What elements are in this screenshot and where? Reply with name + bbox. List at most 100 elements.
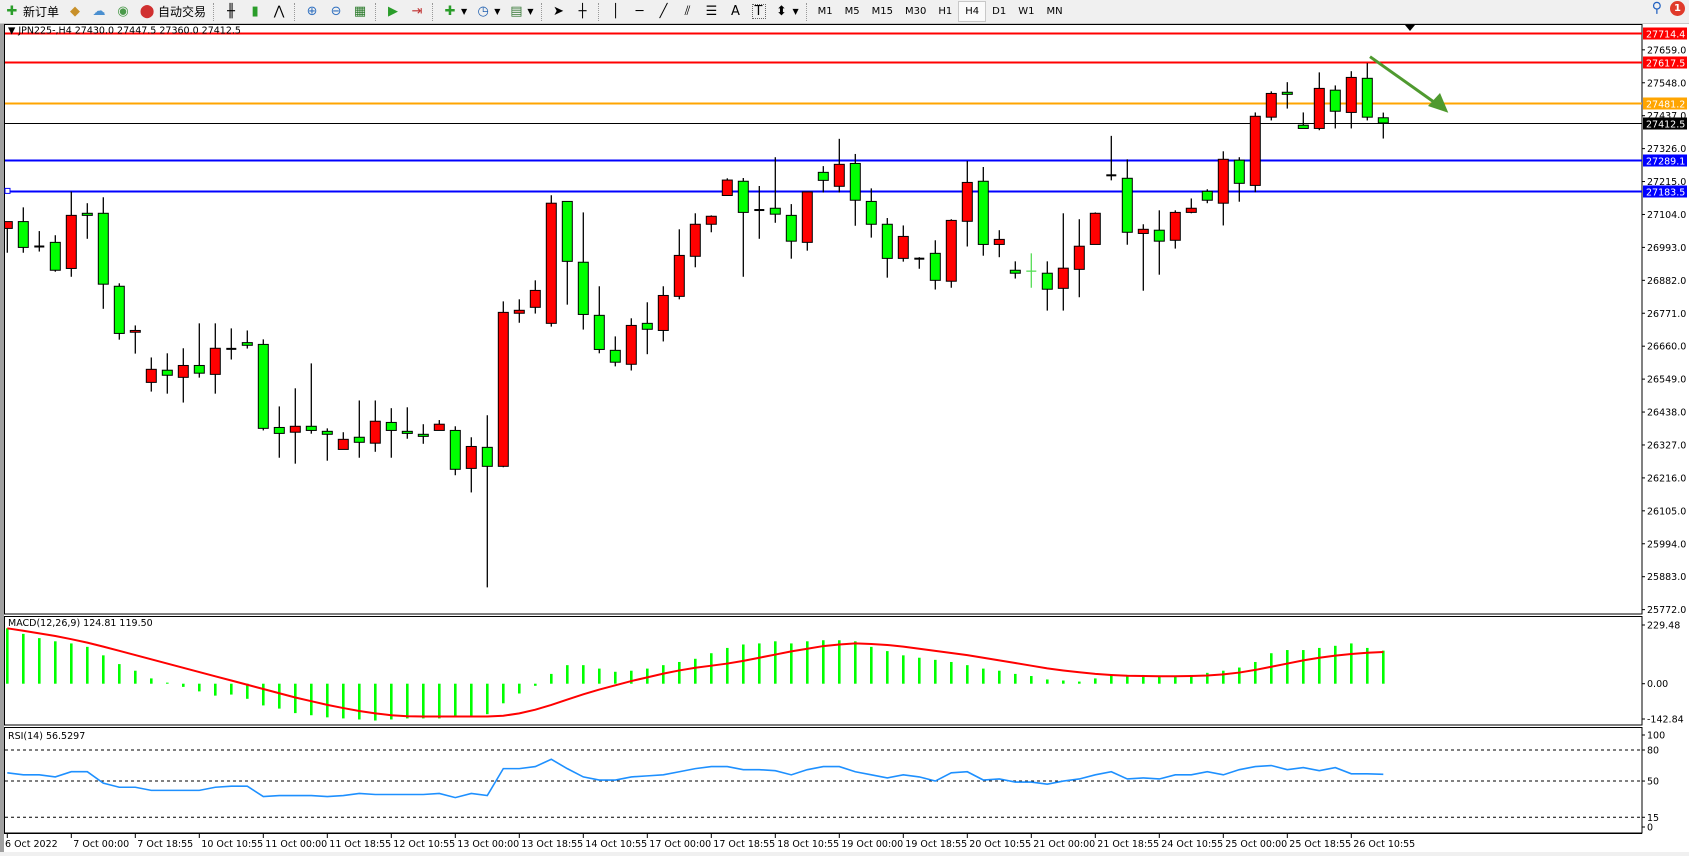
macd-histogram-bar [838, 640, 841, 684]
chart-shift-button[interactable]: ⇥ [405, 1, 429, 22]
macd-histogram-bar [470, 683, 473, 717]
candle-body-up [337, 438, 349, 450]
macd-histogram-bar [822, 640, 825, 684]
chart-background [0, 24, 1689, 852]
macd-histogram-bar [966, 665, 969, 684]
horizontal-line-button[interactable]: ─ [628, 1, 652, 22]
arrow-down-right-icon [1428, 93, 1449, 113]
line-chart-button[interactable]: ⋀ [267, 1, 291, 22]
trend-arrow-shaft [1369, 55, 1437, 105]
candle-body-up [1265, 92, 1277, 118]
search-icon[interactable]: ⚲ [1651, 0, 1662, 16]
zoom-out-button[interactable]: ⊖ [324, 1, 348, 22]
line-chart-icon: ⋀ [273, 3, 285, 19]
chart-shift-marker-icon[interactable] [1405, 25, 1415, 31]
macd-histogram-bar [1286, 650, 1289, 684]
candle [465, 437, 477, 493]
candle-body-down [881, 223, 893, 259]
price-tick-label: 27437.0 [1647, 111, 1686, 122]
candle [17, 207, 29, 253]
fibonacci-button[interactable]: ☰ [700, 1, 724, 22]
text-label-button[interactable]: T [748, 1, 770, 22]
candle [993, 230, 1005, 258]
price-tick-label: 25994.0 [1647, 539, 1686, 550]
price-level-value: 27481.2 [1646, 100, 1685, 111]
separator [805, 2, 809, 21]
timeframe-m30[interactable]: M30 [905, 6, 927, 17]
new-order-button[interactable]: ✚ 新订单 [0, 1, 63, 22]
candle [226, 328, 237, 360]
macd-histogram-bar [246, 683, 249, 699]
candle-body-up [1073, 245, 1085, 270]
trendline-button[interactable]: ╱ [652, 1, 676, 22]
time-tick-label: 24 Oct 10:55 [1161, 839, 1223, 850]
macd-histogram-bar [1126, 674, 1129, 684]
vertical-line-button[interactable]: │ [604, 1, 628, 22]
candle [369, 400, 381, 452]
collapse-triangle-icon[interactable]: ▼ [8, 26, 18, 37]
macd-histogram-bar [902, 655, 905, 684]
timeframe-h4[interactable]: H4 [958, 1, 987, 22]
price-tick-label: 26882.0 [1647, 276, 1686, 287]
time-tick-label: 19 Oct 00:00 [841, 839, 903, 850]
macd-histogram-bar [598, 668, 601, 684]
templates-button[interactable]: ▤ ▼ [504, 1, 537, 22]
macd-histogram-bar [694, 658, 697, 684]
macd-histogram-bar [1142, 674, 1145, 684]
macd-histogram-bar [358, 683, 361, 720]
macd-histogram-bar [854, 641, 857, 684]
metaeditor-button[interactable]: ◆ [63, 1, 87, 22]
macd-histogram-bar [998, 670, 1001, 684]
candle [65, 191, 77, 277]
macd-histogram-bar [502, 683, 505, 704]
market-watch-button[interactable]: ☁ [87, 1, 111, 22]
arrows-button[interactable]: ⬍ ▼ [770, 1, 803, 22]
bar-chart-button[interactable]: ╫ [219, 1, 243, 22]
candle [1281, 82, 1293, 109]
timeframe-d1[interactable]: D1 [992, 6, 1007, 17]
auto-trading-button[interactable]: ⬤ 自动交易 [135, 1, 210, 22]
candle [353, 400, 365, 458]
timeframe-h1[interactable]: H1 [938, 6, 953, 17]
candle-body-down [449, 429, 461, 470]
cursor-button[interactable]: ➤ [547, 1, 571, 22]
candle [1217, 151, 1229, 226]
auto-scroll-button[interactable]: ▶ [381, 1, 405, 22]
timeframe-m5[interactable]: M5 [844, 6, 860, 17]
text-label-icon: T [751, 4, 766, 19]
text-button[interactable]: A [724, 1, 748, 22]
candle [321, 428, 333, 461]
timeframe-w1[interactable]: W1 [1018, 6, 1035, 17]
notification-badge[interactable]: 1 [1670, 0, 1685, 16]
macd-histogram-bar [150, 678, 153, 684]
candle-body-down [49, 241, 61, 271]
price-tick-label: 27104.0 [1647, 210, 1686, 221]
timeframe-mn[interactable]: MN [1046, 6, 1063, 17]
timeframe-m15[interactable]: M15 [871, 6, 894, 17]
candle [593, 286, 605, 354]
tile-windows-button[interactable]: ▦ [348, 1, 372, 22]
macd-histogram-bar [630, 670, 633, 684]
level-handle[interactable] [4, 187, 11, 194]
rsi-indicator [5, 749, 1642, 818]
macd-histogram-bar [1030, 676, 1033, 684]
candle [513, 299, 525, 323]
macd-histogram-bar [54, 641, 57, 684]
macd-histogram-bar [790, 643, 793, 684]
candlestick-button[interactable]: ▮ [243, 1, 267, 22]
candle-body-down [481, 446, 493, 467]
separator [597, 2, 601, 21]
candle-body-up [945, 219, 957, 282]
candle [385, 408, 397, 458]
indicators-button[interactable]: ✚ ▼ [438, 1, 471, 22]
equidistant-channel-button[interactable]: ⫽ [676, 1, 700, 22]
timeframe-m1[interactable]: M1 [817, 6, 833, 17]
crosshair-button[interactable]: ┼ [571, 1, 595, 22]
signals-button[interactable]: ◉ [111, 1, 135, 22]
zoom-in-button[interactable]: ⊕ [300, 1, 324, 22]
candle-body-down [737, 180, 749, 213]
periods-button[interactable]: ◷ ▼ [471, 1, 504, 22]
candle [945, 219, 957, 288]
horizontal-line-icon: ─ [635, 3, 644, 19]
